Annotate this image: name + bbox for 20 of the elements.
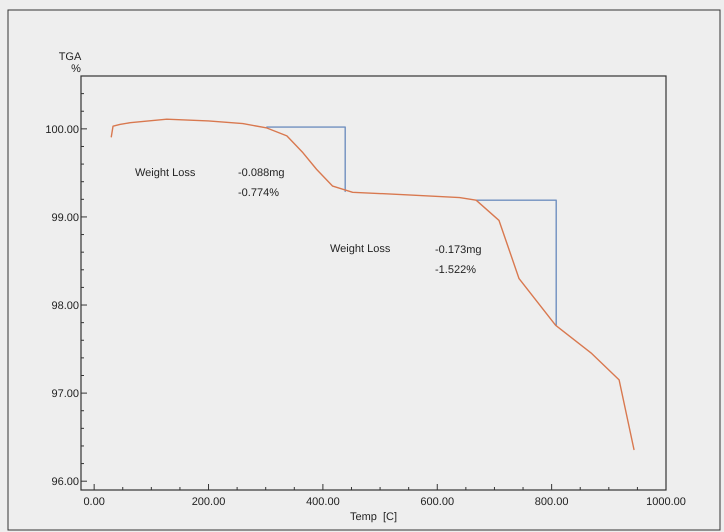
y-tick-label: 98.00	[51, 300, 79, 312]
annotation: -1.522%	[435, 264, 476, 276]
annotation: -0.088mg	[238, 167, 284, 179]
x-tick-label: 0.00	[83, 496, 105, 508]
x-tick-label: 1000.00	[646, 496, 686, 508]
annotation: Weight Loss	[330, 243, 391, 255]
x-tick-label: 800.00	[534, 496, 568, 508]
y-tick-label: 100.00	[45, 124, 79, 136]
x-axis-title: Temp [C]	[350, 511, 398, 523]
line-series	[110, 118, 635, 450]
annotation: -0.774%	[238, 187, 280, 199]
x-tick-label: 400.00	[306, 496, 340, 508]
annotation: -0.173mg	[435, 244, 482, 256]
y-tick-label: 96.00	[51, 476, 79, 488]
x-tick-label: 600.00	[420, 496, 454, 508]
y-tick-label: 99.00	[51, 212, 79, 224]
y-tick-label: 97.00	[51, 388, 79, 400]
y-axis-title: TGA %	[58, 51, 82, 75]
annotation: Weight Loss	[135, 167, 196, 179]
x-tick-label: 200.00	[192, 496, 226, 508]
